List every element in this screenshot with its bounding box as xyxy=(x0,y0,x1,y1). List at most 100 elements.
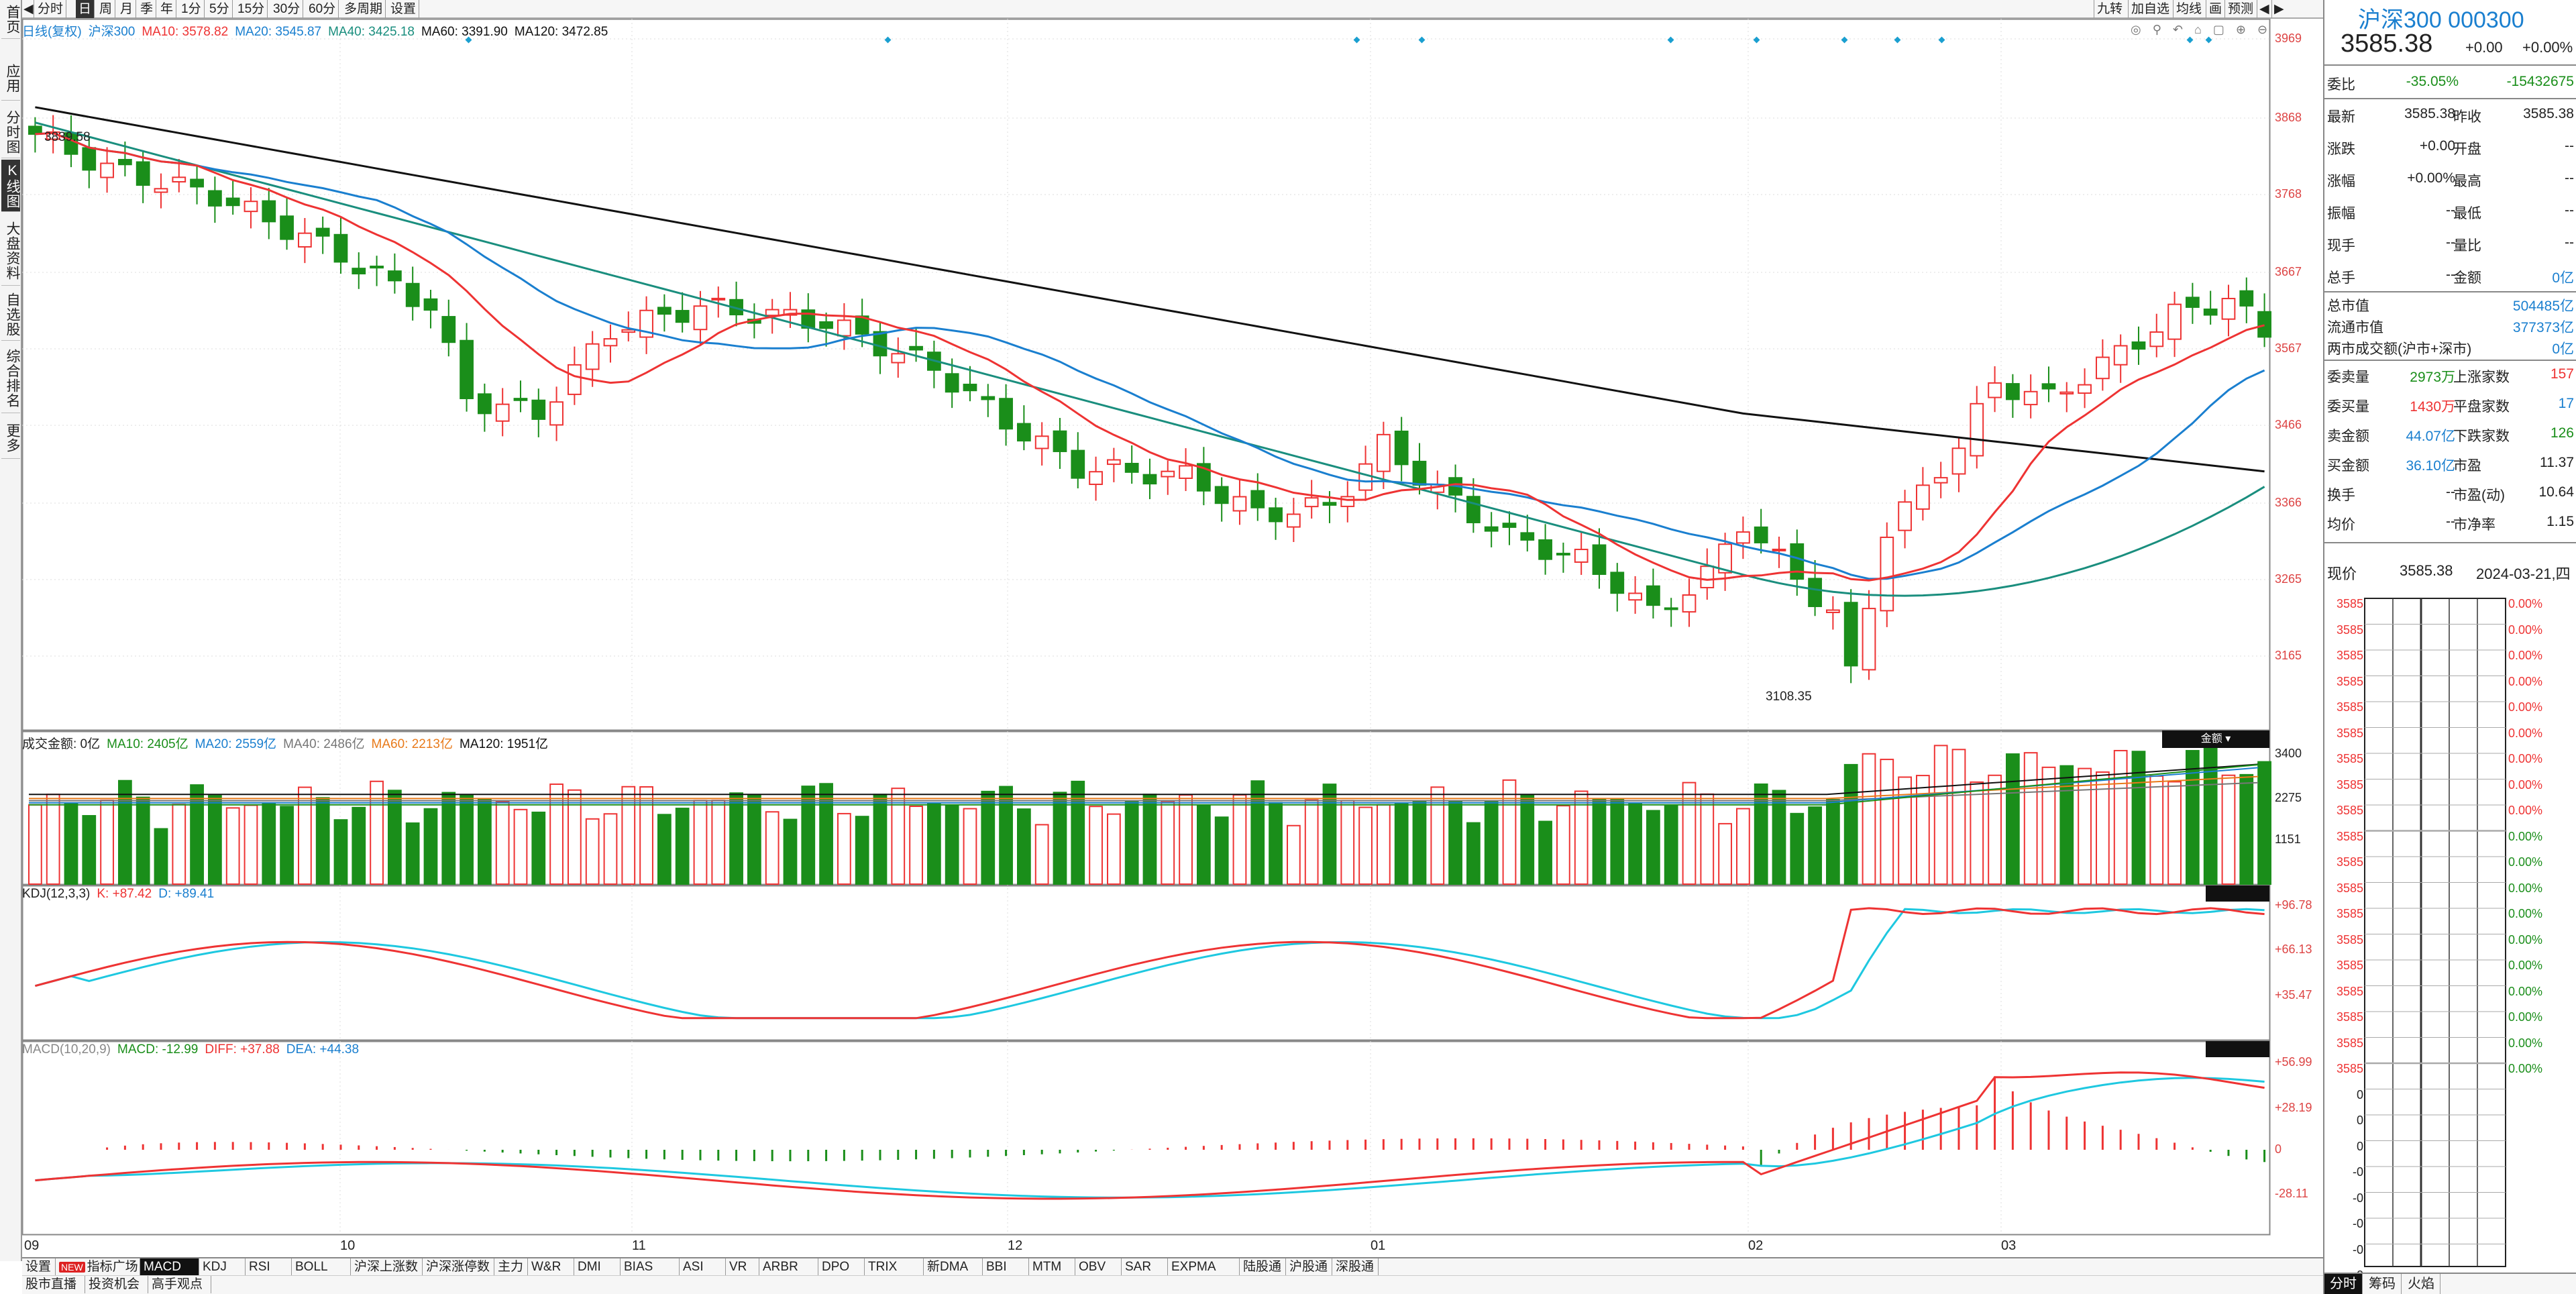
pane-tool-icons[interactable]: ◎ ⚲ ↶ ⌂ ▢ ⊕ ⊖ xyxy=(2131,23,2272,36)
prev-icon[interactable]: ◀ xyxy=(2257,0,2271,18)
period-tab-month[interactable]: 月 xyxy=(117,0,137,18)
indicator-tab[interactable]: 陆股通 xyxy=(1240,1258,1286,1276)
indicator-tab[interactable]: 新DMA xyxy=(924,1258,983,1276)
volume-bar-up xyxy=(225,807,240,885)
indicator-tab[interactable]: 沪深上涨数 xyxy=(351,1258,423,1276)
ma-lines-button[interactable]: 均线 xyxy=(2173,0,2204,18)
period-tab-multi[interactable]: 多周期 xyxy=(341,0,386,18)
indicator-tab[interactable]: KDJ xyxy=(199,1258,246,1276)
period-tab-1min[interactable]: 1分 xyxy=(178,0,205,18)
feature-tab[interactable]: 高手观点 xyxy=(148,1276,211,1293)
event-marker-icon[interactable] xyxy=(1841,36,1848,44)
legend-entry: DEA: +44.38 xyxy=(286,1042,360,1057)
feature-tab[interactable]: 投资机会 xyxy=(85,1276,148,1293)
indicator-tab[interactable]: DMI xyxy=(574,1258,621,1276)
divider xyxy=(2324,98,2576,99)
volume-bar-up xyxy=(2023,752,2038,885)
panel-tab-flame[interactable]: 火焰 xyxy=(2402,1274,2440,1294)
order-value: 10.64 xyxy=(2538,484,2574,500)
nine-turn-button[interactable]: 九转 xyxy=(2094,0,2125,18)
volume-bar-down xyxy=(262,802,276,885)
indicator-tab[interactable]: BIAS xyxy=(621,1258,680,1276)
sidebar-item-kline[interactable]: K线图 xyxy=(1,160,20,212)
panel-tab-chips[interactable]: 筹码 xyxy=(2363,1274,2402,1294)
candle-up xyxy=(1718,543,1732,574)
sidebar-item-watchlist[interactable]: 自选股 xyxy=(1,288,20,341)
event-marker-icon[interactable] xyxy=(1353,36,1360,44)
candle-down xyxy=(405,282,420,307)
volume-bar-down xyxy=(1664,805,1678,885)
indicator-tab[interactable]: MACD xyxy=(140,1258,199,1276)
draw-button[interactable]: 画 xyxy=(2206,0,2224,18)
indicator-tab[interactable]: ARBR xyxy=(759,1258,818,1276)
indicator-tab[interactable]: W&R xyxy=(528,1258,574,1276)
candle-up xyxy=(1107,459,1121,466)
indicator-tab[interactable]: VR xyxy=(726,1258,759,1276)
stat-value: +0.00% xyxy=(2407,170,2455,186)
kdj-settings-tag[interactable] xyxy=(2206,885,2269,902)
y-tick-label: 3667 xyxy=(2275,265,2302,278)
kline-chart[interactable]: 日线(复权) 沪深300 MA10: 3578.82 MA20: 3545.87 MA4… xyxy=(21,18,2323,1257)
period-tab-quarter[interactable]: 季 xyxy=(138,0,157,18)
add-watchlist-button[interactable]: 加自选 xyxy=(2128,0,2172,18)
indicator-tab[interactable]: NEW 指标广场 xyxy=(56,1258,140,1276)
event-marker-icon[interactable] xyxy=(2205,36,2212,44)
macd-settings-tag[interactable] xyxy=(2206,1041,2269,1057)
forecast-button[interactable]: 预测 xyxy=(2224,0,2256,18)
indicator-tab[interactable]: MTM xyxy=(1029,1258,1075,1276)
indicator-tab[interactable]: DPO xyxy=(818,1258,865,1276)
now-price-value: 3585.38 xyxy=(2400,562,2453,579)
sidebar-item-ranking[interactable]: 综合排名 xyxy=(1,343,20,413)
event-marker-icon[interactable] xyxy=(884,36,892,44)
event-marker-icon[interactable] xyxy=(465,36,472,44)
event-marker-icon[interactable] xyxy=(1753,36,1760,44)
period-tab-day[interactable]: 日 xyxy=(76,0,95,18)
period-tab-60min[interactable]: 60分 xyxy=(306,0,339,18)
sidebar-item-home[interactable]: 首页 xyxy=(1,0,20,39)
indicator-tab[interactable]: RSI xyxy=(246,1258,292,1276)
period-tab-timeshare[interactable]: 分时 xyxy=(35,0,67,18)
event-marker-icon[interactable] xyxy=(1418,36,1426,44)
candle-down xyxy=(909,345,923,351)
candle-down xyxy=(1269,507,1283,523)
sidebar-item-timeshare[interactable]: 分时图 xyxy=(1,106,20,158)
indicator-tab-label: RSI xyxy=(249,1260,270,1274)
indicator-tab[interactable]: TRIX xyxy=(865,1258,924,1276)
y-tick-label: 0 xyxy=(2275,1142,2282,1156)
toolbar-settings-button[interactable]: 设置 xyxy=(388,0,420,18)
volume-bar-down xyxy=(855,816,869,885)
sidebar-item-more[interactable]: 更多 xyxy=(1,417,20,459)
event-marker-icon[interactable] xyxy=(1894,36,1901,44)
indicator-tab[interactable]: 深股通 xyxy=(1332,1258,1379,1276)
sidebar-item-market-info[interactable]: 大盘资料 xyxy=(1,216,20,286)
candle-down xyxy=(370,266,384,269)
indicator-tab[interactable]: BBI xyxy=(983,1258,1029,1276)
indicator-tab[interactable]: 设置 xyxy=(22,1258,56,1276)
sidebar-item-apps[interactable]: 应用 xyxy=(1,56,20,101)
mini-right-label: 0.00% xyxy=(2508,959,2543,972)
indicator-tab[interactable]: BOLL xyxy=(292,1258,351,1276)
event-marker-icon[interactable] xyxy=(1667,36,1674,44)
period-tab-5min[interactable]: 5分 xyxy=(207,0,233,18)
feature-tab[interactable]: 股市直播 xyxy=(22,1276,85,1293)
price-change-pct: +0.00% xyxy=(2522,39,2573,56)
period-tab-year[interactable]: 年 xyxy=(158,0,177,18)
next-icon[interactable]: ▶ xyxy=(2271,0,2286,18)
period-tab-15min[interactable]: 15分 xyxy=(235,0,268,18)
indicator-tab[interactable]: OBV xyxy=(1075,1258,1122,1276)
indicator-tab[interactable]: SAR xyxy=(1122,1258,1168,1276)
period-tab-30min[interactable]: 30分 xyxy=(270,0,304,18)
indicator-tab[interactable]: ASI xyxy=(680,1258,726,1276)
period-tab-week[interactable]: 周 xyxy=(97,0,116,18)
volume-type-dropdown[interactable]: 金额 ▾ xyxy=(2162,731,2269,748)
order-label: 上涨家数 xyxy=(2453,370,2510,385)
back-arrow-icon[interactable]: ◀ xyxy=(22,0,34,18)
indicator-tab[interactable]: 主力 xyxy=(494,1258,528,1276)
event-marker-icon[interactable] xyxy=(1938,36,1945,44)
indicator-tab[interactable]: EXPMA xyxy=(1168,1258,1240,1276)
indicator-tab[interactable]: 沪深涨停数 xyxy=(423,1258,494,1276)
volume-bar-up xyxy=(1718,822,1732,885)
panel-tab-timeshare[interactable]: 分时 xyxy=(2324,1274,2363,1294)
indicator-tab[interactable]: 沪股通 xyxy=(1286,1258,1332,1276)
event-marker-icon[interactable] xyxy=(2186,36,2194,44)
